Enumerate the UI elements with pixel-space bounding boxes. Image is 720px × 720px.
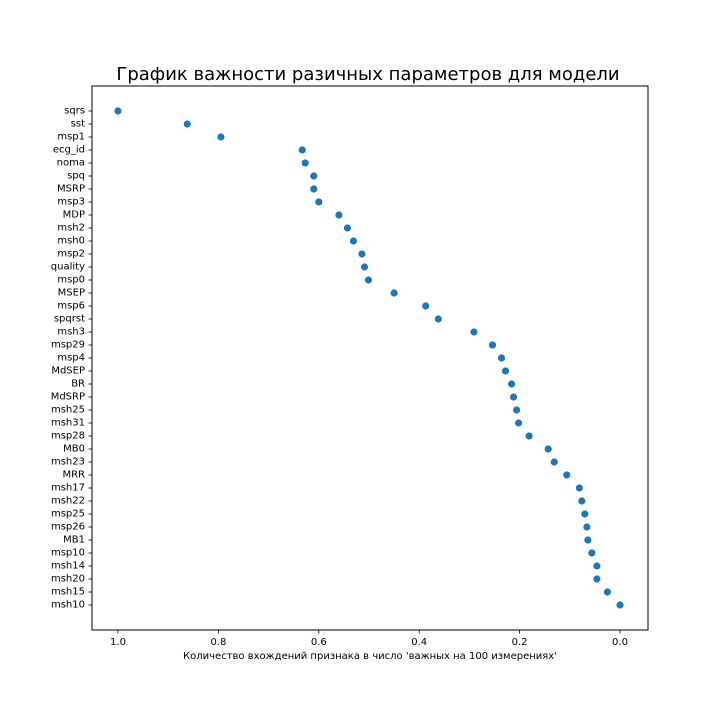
y-tick-label-msep: MSEP bbox=[58, 288, 85, 299]
point-ecg-id bbox=[298, 146, 306, 154]
point-mrr bbox=[563, 471, 571, 479]
y-tick-label-noma: noma bbox=[57, 158, 85, 169]
point-mdsrp bbox=[509, 393, 518, 401]
y-tick-label-msp4: msp4 bbox=[57, 353, 85, 364]
y-tick-label-sqrs: sqrs bbox=[64, 106, 85, 117]
point-msh10 bbox=[616, 601, 624, 609]
point-noma bbox=[301, 159, 309, 167]
y-tick-label-msh15: msh15 bbox=[51, 587, 85, 598]
y-tick-label-msp0: msp0 bbox=[57, 275, 85, 286]
y-tick-label-mdsrp: MdSRP bbox=[51, 392, 85, 403]
point-mb1 bbox=[584, 536, 592, 544]
point-mb0 bbox=[544, 445, 552, 453]
point-spqrst bbox=[434, 315, 442, 323]
point-msp26 bbox=[583, 523, 591, 531]
y-tick-label-msh23: msh23 bbox=[51, 457, 85, 468]
y-tick-label-msp25: msp25 bbox=[51, 509, 85, 520]
y-tick-label-msp2: msp2 bbox=[57, 249, 85, 260]
point-msp10 bbox=[588, 549, 596, 557]
point-msh25 bbox=[512, 406, 521, 414]
y-tick-label-msh2: msh2 bbox=[57, 223, 85, 234]
y-tick-label-msp6: msp6 bbox=[57, 301, 85, 312]
point-msh17 bbox=[575, 484, 583, 492]
point-msp3 bbox=[315, 198, 323, 206]
y-tick-label-msp26: msp26 bbox=[51, 522, 85, 533]
point-msep bbox=[390, 289, 398, 297]
point-msrp bbox=[310, 185, 318, 193]
y-tick-label-msp28: msp28 bbox=[51, 431, 85, 442]
point-msh14 bbox=[593, 562, 601, 570]
point-spq bbox=[310, 172, 318, 180]
y-tick-label-msh0: msh0 bbox=[57, 236, 85, 247]
y-tick-label-msp1: msp1 bbox=[57, 132, 85, 143]
x-tick-label-4: 0.2 bbox=[512, 637, 528, 648]
point-msp4 bbox=[497, 354, 506, 362]
y-tick-label-msp10: msp10 bbox=[51, 548, 85, 559]
x-axis: 1.0 0.8 0.6 0.4 0.2 0.0 bbox=[110, 630, 628, 648]
chart-title: График важности разичных параметров для … bbox=[116, 64, 619, 85]
x-tick-label-1: 0.8 bbox=[210, 637, 226, 648]
y-tick-label-mdp: MDP bbox=[63, 210, 85, 221]
point-msp28 bbox=[525, 432, 533, 440]
y-tick-label-msp3: msp3 bbox=[57, 197, 85, 208]
y-tick-label-sst: sst bbox=[71, 119, 85, 130]
y-tick-label-msh20: msh20 bbox=[51, 574, 85, 585]
point-sqrs bbox=[114, 107, 122, 115]
point-msh3 bbox=[470, 328, 478, 336]
y-tick-label-br: BR bbox=[71, 379, 85, 390]
point-quality bbox=[360, 263, 369, 271]
y-tick-label-mdsep: MdSEP bbox=[51, 366, 85, 377]
y-tick-label-spq: spq bbox=[67, 171, 85, 182]
y-tick-label-quality: quality bbox=[51, 262, 85, 273]
y-tick-label-msh10: msh10 bbox=[51, 600, 85, 611]
point-msp25 bbox=[581, 510, 589, 518]
point-msh31 bbox=[514, 419, 523, 427]
point-mdp bbox=[335, 211, 343, 219]
point-msh15 bbox=[603, 588, 612, 596]
point-mdsep bbox=[501, 367, 510, 375]
y-tick-label-msh25: msh25 bbox=[51, 405, 85, 416]
x-axis-label: Количество вхождений признака в число 'в… bbox=[183, 651, 557, 662]
point-br bbox=[507, 380, 516, 388]
x-tick-label-5: 0.0 bbox=[612, 637, 628, 648]
data-points bbox=[114, 107, 624, 609]
x-tick-label-3: 0.4 bbox=[411, 637, 427, 648]
y-tick-label-msrp: MSRP bbox=[57, 184, 85, 195]
point-msh0 bbox=[349, 237, 358, 245]
y-tick-label-msh14: msh14 bbox=[51, 561, 85, 572]
y-tick-label-mb1: MB1 bbox=[63, 535, 85, 546]
y-tick-label-mrr: MRR bbox=[62, 470, 85, 481]
x-tick-label-2: 0.6 bbox=[311, 637, 327, 648]
point-sst bbox=[183, 120, 191, 128]
point-msp1 bbox=[217, 133, 225, 141]
point-msh22 bbox=[578, 497, 586, 505]
y-tick-label-msp29: msp29 bbox=[51, 340, 85, 351]
y-tick-label-msh17: msh17 bbox=[51, 483, 85, 494]
point-msh23 bbox=[550, 458, 558, 466]
point-msp0 bbox=[364, 276, 373, 284]
y-tick-label-mb0: MB0 bbox=[63, 444, 85, 455]
y-tick-label-msh31: msh31 bbox=[51, 418, 85, 429]
y-tick-label-msh22: msh22 bbox=[51, 496, 85, 507]
point-msp2 bbox=[358, 250, 366, 258]
x-tick-label-0: 1.0 bbox=[110, 637, 126, 648]
y-tick-label-ecg-id: ecg_id bbox=[53, 145, 85, 156]
point-msh2 bbox=[343, 224, 352, 232]
point-msp29 bbox=[488, 341, 497, 349]
y-tick-label-spqrst: spqrst bbox=[54, 314, 85, 325]
point-msh20 bbox=[593, 575, 601, 583]
y-tick-label-msh3: msh3 bbox=[57, 327, 85, 338]
point-msp6 bbox=[422, 302, 430, 310]
